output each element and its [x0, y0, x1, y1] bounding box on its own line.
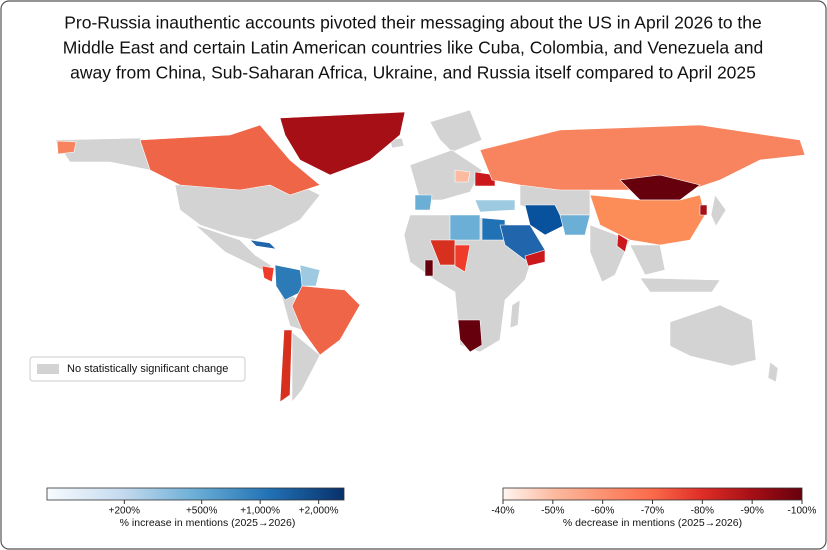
colorbar: [502, 487, 803, 501]
tick-label: -60%: [591, 506, 614, 517]
tick-label: -100%: [788, 506, 817, 517]
title: Pro-Russia inauthentic accounts pivoted …: [63, 13, 763, 83]
title-line: Pro-Russia inauthentic accounts pivoted …: [64, 13, 762, 33]
colorbar: [46, 487, 345, 501]
tick-label: -90%: [740, 506, 763, 517]
tick-label: +2,000%: [299, 506, 339, 517]
tick-label: +1,000%: [240, 506, 280, 517]
colorbars: +200% +500% +1,000% +2,000%% increase in me…: [46, 487, 817, 529]
legend-box: [29, 356, 246, 382]
colorbar-label: % decrease in mentions (2025→2026): [563, 517, 742, 529]
title-line: away from China, Sub-Saharan Africa, Ukr…: [70, 63, 756, 83]
tick-label: -40%: [491, 506, 514, 517]
tick-label: -50%: [541, 506, 564, 517]
tick-label: +500%: [186, 506, 218, 517]
colorbar-label: % increase in mentions (2025→2026): [120, 517, 296, 529]
title-line: Middle East and certain Latin American c…: [63, 38, 763, 58]
legend: No statistically significant change: [29, 356, 246, 382]
legend-swatch: [37, 364, 59, 374]
legend-label: No statistically significant change: [67, 363, 228, 375]
world-map: [54, 109, 806, 403]
tick-label: -80%: [691, 506, 714, 517]
tick-label: +200%: [109, 506, 141, 517]
tick-label: -70%: [641, 506, 664, 517]
